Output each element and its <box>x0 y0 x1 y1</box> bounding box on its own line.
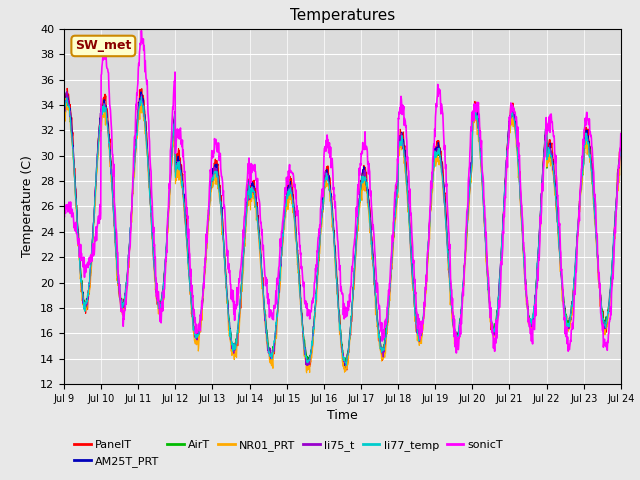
PanelT <box>343 367 351 373</box>
Line: NR01_PRT: NR01_PRT <box>64 98 621 373</box>
PanelT <box>617 144 625 150</box>
sonicT <box>184 235 192 241</box>
AM25T_PRT <box>184 254 192 260</box>
NR01_PRT <box>552 194 559 200</box>
li75_t <box>502 161 510 167</box>
li77_temp <box>171 119 179 124</box>
PanelT <box>63 85 71 91</box>
NR01_PRT <box>429 168 437 174</box>
Title: Temperatures: Temperatures <box>290 9 395 24</box>
AM25T_PRT <box>60 112 68 118</box>
sonicT <box>502 172 510 178</box>
AirT <box>171 116 179 122</box>
li75_t <box>171 111 179 117</box>
li77_temp <box>342 362 350 368</box>
AirT <box>502 165 510 170</box>
li75_t <box>429 156 437 162</box>
AirT <box>184 259 192 265</box>
Line: sonicT: sonicT <box>64 31 621 353</box>
li75_t <box>552 187 559 193</box>
li75_t <box>617 142 625 147</box>
AM25T_PRT <box>246 194 254 200</box>
sonicT <box>171 79 179 85</box>
AirT <box>304 364 312 370</box>
AM25T_PRT <box>617 144 625 149</box>
AM25T_PRT <box>502 157 510 163</box>
Line: AM25T_PRT: AM25T_PRT <box>64 92 621 367</box>
AirT <box>552 192 559 197</box>
sonicT <box>452 350 460 356</box>
li75_t <box>246 192 254 197</box>
sonicT <box>246 172 254 178</box>
AM25T_PRT <box>171 111 179 117</box>
PanelT <box>171 109 179 115</box>
AM25T_PRT <box>429 163 437 168</box>
Y-axis label: Temperature (C): Temperature (C) <box>22 156 35 257</box>
Text: SW_met: SW_met <box>75 39 131 52</box>
li77_temp <box>184 261 192 266</box>
li77_temp <box>617 149 625 155</box>
li75_t <box>63 89 70 95</box>
AirT <box>60 106 68 112</box>
Line: li75_t: li75_t <box>64 92 621 365</box>
NR01_PRT <box>171 128 179 134</box>
AM25T_PRT <box>341 364 349 370</box>
PanelT <box>552 187 559 193</box>
li77_temp <box>552 192 559 197</box>
AirT <box>63 97 70 103</box>
NR01_PRT <box>60 118 68 124</box>
PanelT <box>246 185 254 191</box>
NR01_PRT <box>62 96 70 101</box>
PanelT <box>429 162 437 168</box>
Line: AirT: AirT <box>64 100 621 367</box>
X-axis label: Time: Time <box>327 409 358 422</box>
AirT <box>429 169 437 175</box>
li77_temp <box>138 94 145 100</box>
li77_temp <box>502 162 510 168</box>
sonicT <box>60 212 68 218</box>
NR01_PRT <box>502 172 510 178</box>
AirT <box>617 146 625 152</box>
NR01_PRT <box>617 154 625 160</box>
AM25T_PRT <box>137 89 145 95</box>
li75_t <box>60 105 68 111</box>
NR01_PRT <box>246 207 254 213</box>
sonicT <box>552 160 559 166</box>
PanelT <box>502 164 510 170</box>
AM25T_PRT <box>552 184 559 190</box>
sonicT <box>429 153 437 158</box>
li77_temp <box>429 160 437 166</box>
Legend: PanelT, AM25T_PRT, AirT, NR01_PRT, li75_t, li77_temp, sonicT: PanelT, AM25T_PRT, AirT, NR01_PRT, li75_… <box>70 436 508 471</box>
sonicT <box>617 131 625 136</box>
li77_temp <box>246 192 254 198</box>
PanelT <box>60 97 68 103</box>
AirT <box>246 192 254 198</box>
sonicT <box>138 28 145 34</box>
li75_t <box>304 362 312 368</box>
NR01_PRT <box>303 370 310 376</box>
PanelT <box>184 251 192 257</box>
li75_t <box>184 260 192 265</box>
Line: li77_temp: li77_temp <box>64 97 621 365</box>
NR01_PRT <box>184 266 192 272</box>
Line: PanelT: PanelT <box>64 88 621 370</box>
li77_temp <box>60 110 68 116</box>
